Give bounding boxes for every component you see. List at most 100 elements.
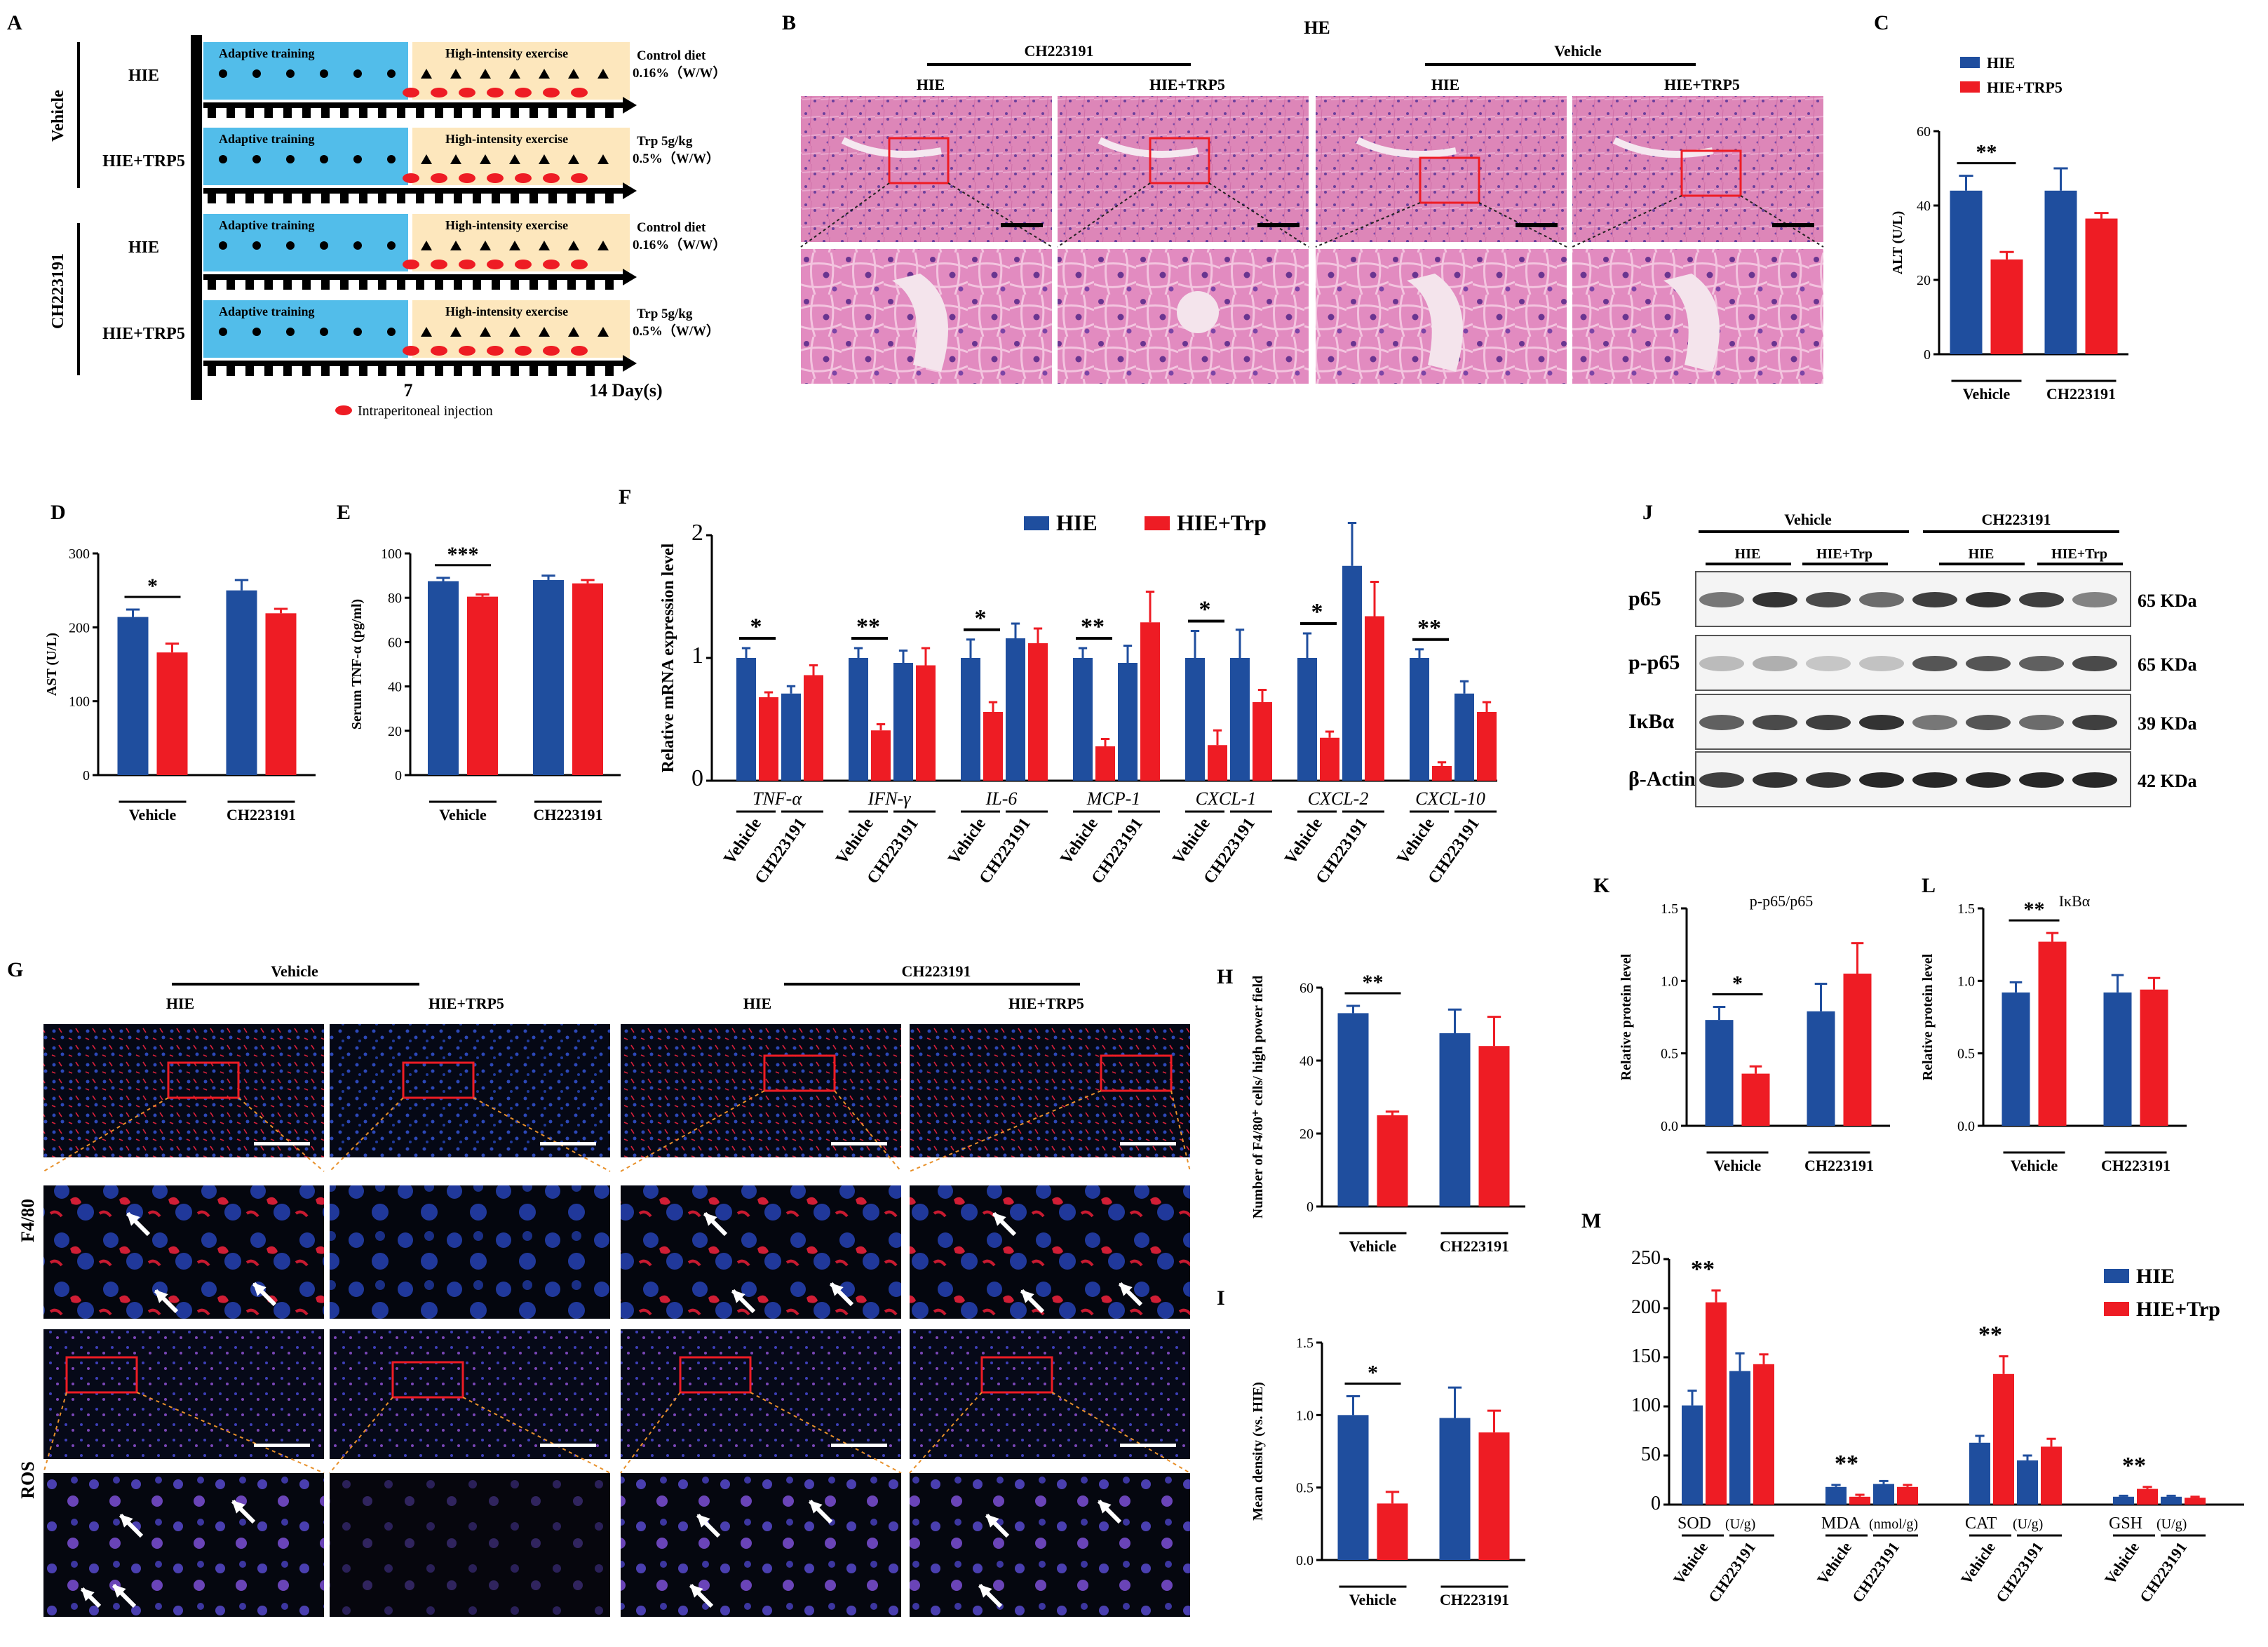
training-dot bbox=[286, 241, 295, 250]
he-column-label: HIE+TRP5 bbox=[1664, 76, 1740, 93]
exercise-triangle bbox=[539, 154, 550, 164]
label-ch-a: CH223191 bbox=[49, 253, 67, 329]
y-tick-label: 0 bbox=[1307, 1199, 1314, 1215]
arrow-icon bbox=[1020, 1289, 1045, 1314]
blot-kda-label: 65 KDa bbox=[2138, 654, 2197, 675]
injection-marker bbox=[459, 173, 475, 183]
significance-mark: ** bbox=[2024, 898, 2045, 921]
timeline-tick bbox=[567, 194, 576, 203]
training-dot bbox=[387, 155, 396, 163]
category-label: CXCL-10 bbox=[1415, 788, 1485, 809]
injection-marker bbox=[431, 346, 447, 356]
timeline-tick bbox=[548, 366, 557, 376]
timeline-tick bbox=[397, 194, 405, 203]
y-tick-label: 2 bbox=[691, 520, 703, 546]
timeline-tick bbox=[586, 280, 595, 290]
bar-hie bbox=[893, 663, 913, 781]
training-dot bbox=[286, 69, 295, 78]
significance-mark: ** bbox=[1835, 1451, 1858, 1477]
zoom-box bbox=[167, 1061, 240, 1099]
bar-hie bbox=[533, 579, 564, 775]
y-tick-label: 200 bbox=[69, 620, 90, 636]
category-label: IFN-γ bbox=[868, 788, 912, 809]
y-tick-label: 1.0 bbox=[1296, 1408, 1314, 1423]
arrow-icon bbox=[1097, 1499, 1122, 1524]
timeline-tick bbox=[529, 108, 538, 118]
panel-letter: C bbox=[1874, 11, 1889, 34]
blot-protein-label: β-Actin bbox=[1628, 767, 1696, 791]
diet-dose: 0.16%（W/W） bbox=[633, 236, 727, 253]
timeline-tick bbox=[492, 108, 500, 118]
f480-image bbox=[43, 1185, 324, 1319]
zoom-box bbox=[1100, 1054, 1173, 1092]
timeline-tick bbox=[473, 194, 481, 203]
blot-group-label: HIE+Trp bbox=[1816, 546, 1872, 562]
panel-letter: D bbox=[50, 501, 66, 524]
timeline-tick bbox=[283, 108, 292, 118]
panel-letter-g: G bbox=[7, 958, 23, 981]
ros-image bbox=[910, 1329, 1190, 1459]
zoom-box bbox=[1680, 149, 1742, 197]
bar-hie bbox=[849, 658, 868, 781]
timeline-tick bbox=[378, 108, 386, 118]
adaptive-label: Adaptive training bbox=[219, 218, 315, 232]
arrow-icon bbox=[126, 1211, 151, 1237]
timeline-tick bbox=[435, 194, 443, 203]
training-dot bbox=[252, 241, 261, 250]
timeline-bar bbox=[203, 188, 624, 194]
timeline-tick bbox=[359, 108, 367, 118]
y-axis-label: ALT (U/L) bbox=[1890, 211, 1905, 275]
bar-hie bbox=[428, 581, 459, 775]
timeline-tick bbox=[397, 108, 405, 118]
timeline-bar bbox=[203, 274, 624, 280]
x-group-label: Vehicle bbox=[1963, 385, 2011, 403]
exercise-triangle bbox=[480, 69, 491, 79]
blot-band bbox=[1912, 656, 1957, 671]
blot-band bbox=[1859, 592, 1904, 607]
bar-trp bbox=[2038, 941, 2067, 1126]
timeline-tick bbox=[416, 108, 424, 118]
injection-marker bbox=[487, 88, 504, 98]
category-label: SOD bbox=[1678, 1514, 1711, 1533]
legend-label: HIE bbox=[1987, 54, 2015, 72]
timeline-tick bbox=[397, 366, 405, 376]
injection-marker bbox=[403, 173, 419, 183]
blot-protein-label: IκBα bbox=[1628, 710, 1674, 733]
bar-trp bbox=[1140, 622, 1160, 781]
timeline-tick bbox=[227, 366, 235, 376]
ros-image bbox=[621, 1329, 901, 1459]
bar-hie bbox=[1873, 1484, 1894, 1505]
injection-marker bbox=[459, 260, 475, 269]
he-title: HE bbox=[1304, 18, 1330, 38]
fluor-column-label: HIE+TRP5 bbox=[1008, 995, 1084, 1012]
timeline-tick bbox=[605, 108, 614, 118]
subgroup-label: Vehicle bbox=[1057, 814, 1102, 868]
arrow-icon bbox=[985, 1513, 1010, 1538]
blot-band bbox=[1806, 592, 1851, 607]
bar-trp bbox=[2085, 218, 2118, 354]
training-dot bbox=[387, 241, 396, 250]
panel-letter: M bbox=[1581, 1209, 1601, 1232]
bar-trp bbox=[1897, 1486, 1918, 1505]
fluor-column-label: HIE bbox=[743, 995, 771, 1012]
chart-f: F 0 1 2 Relative mRNA expression level * TNF-α… bbox=[619, 485, 1497, 887]
f480-image bbox=[330, 1024, 610, 1157]
timeline-tick bbox=[586, 108, 595, 118]
adaptive-label: Adaptive training bbox=[219, 46, 315, 60]
bar-trp bbox=[1432, 766, 1452, 781]
blot-kda-label: 65 KDa bbox=[2138, 591, 2197, 611]
diet-dose: 0.5%（W/W） bbox=[633, 323, 720, 339]
exercise-label: High-intensity exercise bbox=[445, 132, 568, 146]
training-dot bbox=[219, 241, 227, 250]
timeline-tick bbox=[416, 280, 424, 290]
blot-band bbox=[1699, 715, 1744, 730]
timeline-tick bbox=[264, 366, 273, 376]
blot-group-label: HIE bbox=[1735, 546, 1761, 562]
y-tick-label: 100 bbox=[1631, 1394, 1661, 1416]
y-tick-label: 0.0 bbox=[1296, 1553, 1314, 1568]
legend-swatch-hie bbox=[1024, 516, 1049, 530]
subgroup-label: CH223191 bbox=[1849, 1539, 1903, 1606]
blot-band bbox=[1966, 656, 2011, 671]
bar-trp bbox=[759, 697, 778, 781]
training-dot bbox=[320, 69, 328, 78]
